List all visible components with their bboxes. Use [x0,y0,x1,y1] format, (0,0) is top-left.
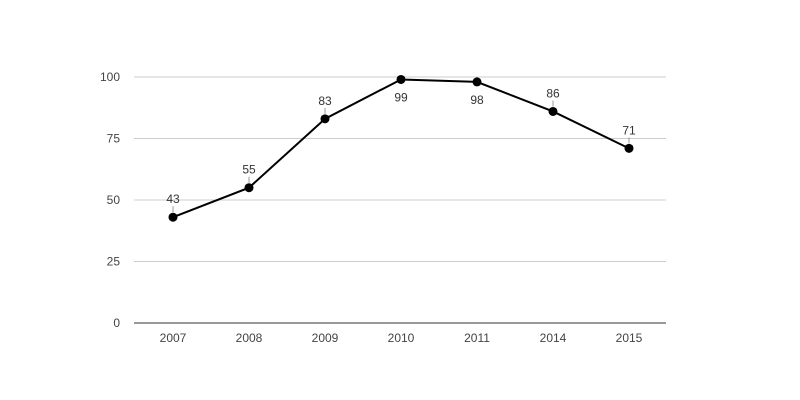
data-point [548,106,558,116]
y-tick-label: 25 [107,255,121,269]
x-tick-label: 2011 [464,331,490,345]
data-label: 86 [546,86,560,100]
y-axis-tick-labels: 0 25 50 75 100 [100,70,120,330]
x-axis-tick-labels: 2007 2008 2009 2010 2011 2014 2015 [160,331,643,345]
data-label: 83 [318,94,332,108]
x-tick-label: 2015 [616,331,643,345]
data-label-leaders [172,100,630,213]
data-point [320,114,330,124]
data-label: 55 [242,163,256,177]
data-labels: 43 55 83 99 98 86 71 [166,86,636,206]
data-point [244,183,254,193]
data-points [168,74,634,222]
data-label: 99 [394,90,408,104]
y-tick-label: 50 [107,193,121,207]
data-label: 43 [166,192,180,206]
y-tick-label: 100 [100,70,120,84]
data-point [168,212,178,222]
data-label: 71 [622,123,636,137]
data-label: 98 [470,93,484,107]
gridlines [134,76,666,262]
x-tick-label: 2008 [236,331,263,345]
data-point [472,77,482,87]
x-tick-label: 2014 [540,331,567,345]
y-tick-label: 75 [107,132,121,146]
x-tick-label: 2007 [160,331,187,345]
data-point [396,74,406,84]
data-point [624,143,634,153]
x-tick-label: 2009 [312,331,339,345]
x-tick-label: 2010 [388,331,415,345]
y-tick-label: 0 [113,316,120,330]
